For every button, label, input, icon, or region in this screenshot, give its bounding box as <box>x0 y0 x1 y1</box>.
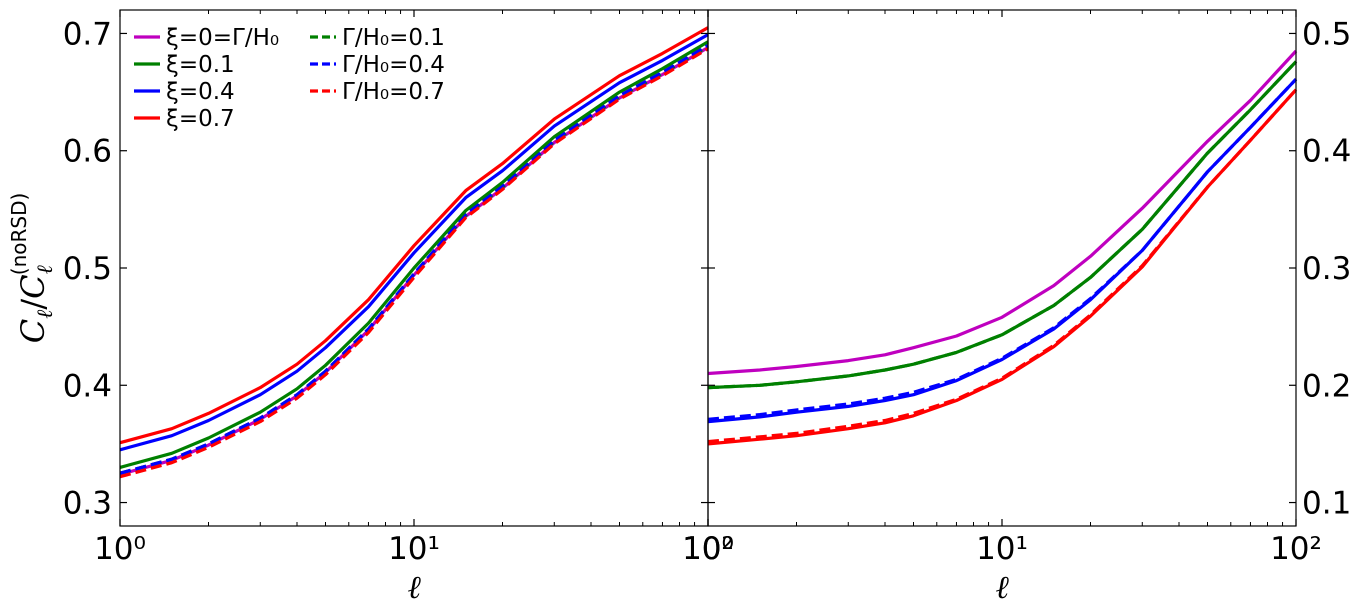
ylabel-sub-ell-2: ℓ <box>33 264 58 274</box>
legend: ξ=0=Γ/H₀ξ=0.1ξ=0.4ξ=0.7 Γ/H₀=0.1Γ/H₀=0.4Γ… <box>134 25 445 132</box>
right-plot-frame <box>707 9 1297 527</box>
legend-label-6: Γ/H₀=0.7 <box>342 79 445 105</box>
ylabel-sub-ell: ℓ <box>33 309 58 319</box>
ylabel-c-letter-2: C <box>14 274 52 298</box>
left-y-tick-label: 0.6 <box>63 134 112 170</box>
legend-label-5: Γ/H₀=0.4 <box>342 52 445 78</box>
right-series-line-dashed-h-0-7 <box>707 88 1298 444</box>
right-y-tick-label: 0.3 <box>1302 251 1351 287</box>
ylabel-slash: / <box>14 299 52 310</box>
left-series-line-solid-0-4 <box>119 33 709 452</box>
left-series-line-dashed-h-0-7 <box>119 47 709 479</box>
left-y-tick-label: 0.4 <box>63 368 112 404</box>
right-x-tick-label: 10² <box>1270 531 1322 567</box>
right-x-tick-label: 10⁰ <box>682 531 734 567</box>
left-series-line-solid-0-1 <box>119 40 709 469</box>
right-y-tick-label: 0.4 <box>1302 134 1351 170</box>
legend-label-4: Γ/H₀=0.1 <box>342 25 445 51</box>
left-series-line-solid-0-7 <box>119 26 709 445</box>
left-x-tick-label: 10⁰ <box>94 531 146 567</box>
left-series-line-dashed-h-0-4 <box>119 43 709 475</box>
right-panel: 10⁰ 10¹ 10² 0.1 0.2 0.3 0.4 0.5 ℓ <box>682 9 1351 606</box>
legend-label-2: ξ=0.4 <box>166 79 235 105</box>
left-tick-layer: 10⁰ 10¹ 10² 0.3 0.4 0.5 0.6 0.7 <box>63 10 734 567</box>
right-series-line-solid-0-h <box>707 49 1298 376</box>
right-series-layer <box>707 49 1298 446</box>
legend-label-0: ξ=0=Γ/H₀ <box>166 25 279 51</box>
legend-label-1: ξ=0.1 <box>166 52 235 78</box>
left-series-layer <box>119 26 709 479</box>
ylabel-superscript: (noRSD) <box>7 193 31 276</box>
left-y-axis-label: Cℓ/Cℓ(noRSD) <box>7 193 58 344</box>
right-y-tick-label: 0.2 <box>1302 368 1351 404</box>
legend-label-3: ξ=0.7 <box>166 106 235 132</box>
right-x-tick-label: 10¹ <box>976 531 1028 567</box>
right-series-line-dashed-h-0-4 <box>707 78 1298 421</box>
right-y-tick-label: 0.5 <box>1302 16 1351 52</box>
left-y-tick-label: 0.7 <box>63 16 112 52</box>
left-y-tick-label: 0.5 <box>63 251 112 287</box>
right-y-tick-label: 0.1 <box>1302 486 1351 522</box>
left-x-axis-label: ℓ <box>407 568 421 606</box>
left-y-tick-label: 0.3 <box>63 486 112 522</box>
right-x-axis-label: ℓ <box>995 568 1009 606</box>
left-x-tick-label: 10² <box>682 531 734 567</box>
left-x-tick-label: 10¹ <box>388 531 440 567</box>
right-tick-layer: 10⁰ 10¹ 10² 0.1 0.2 0.3 0.4 0.5 <box>682 10 1351 567</box>
ylabel-c-letter: C <box>14 319 52 343</box>
right-series-line-dashed-h-0-1 <box>707 60 1298 390</box>
